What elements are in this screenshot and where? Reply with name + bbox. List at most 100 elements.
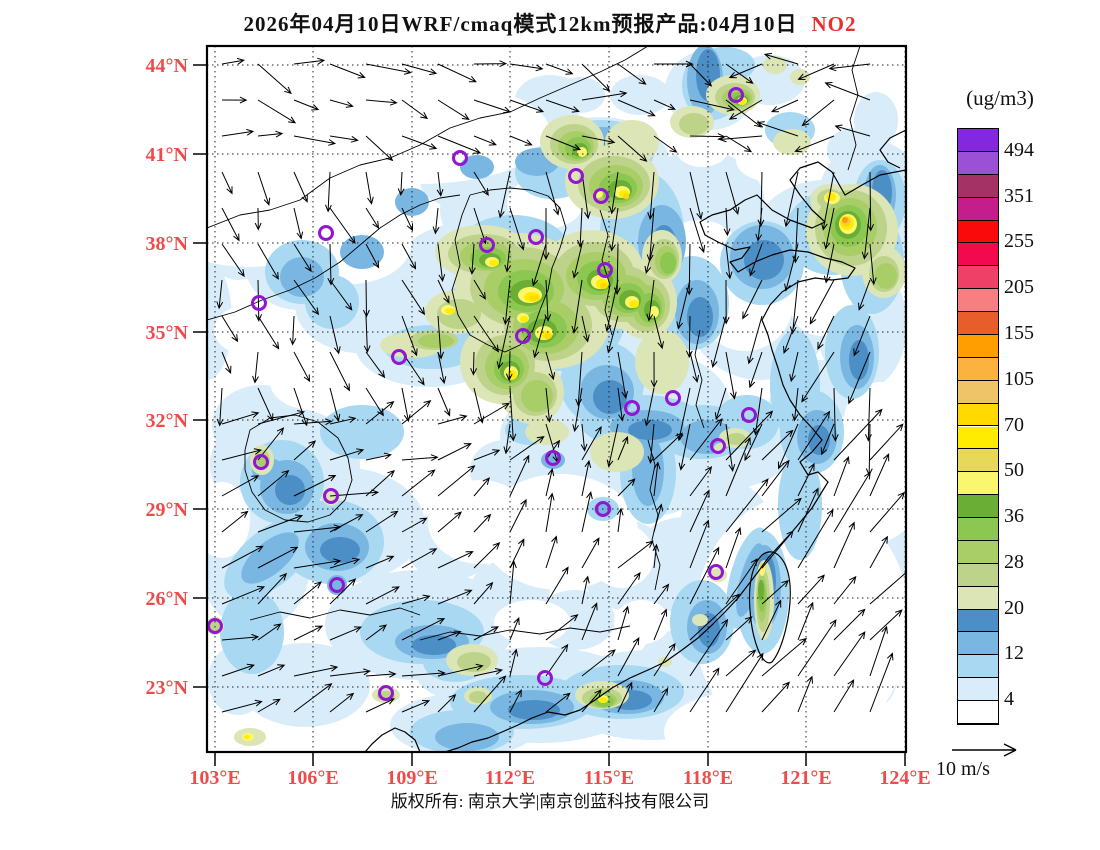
wind-arrow <box>653 642 676 677</box>
wind-arrow <box>869 571 906 605</box>
wind-arrow <box>509 207 525 251</box>
wind-arrow <box>581 90 628 101</box>
wind-arrow <box>289 315 297 346</box>
wind-arrow <box>725 436 751 497</box>
legend-value-label: 155 <box>1004 322 1034 344</box>
wind-arrow <box>755 207 763 242</box>
wind-arrow <box>473 626 500 641</box>
wind-arrow <box>432 207 440 235</box>
wind-arrow <box>833 455 850 497</box>
city-marker <box>665 390 681 406</box>
wind-arrow <box>689 546 720 605</box>
legend-segment <box>958 129 998 152</box>
wind-arrow <box>329 668 371 677</box>
contour-blob <box>676 133 728 167</box>
wind-arrow <box>504 243 512 273</box>
wind-arrow <box>542 208 550 261</box>
wind-arrow <box>216 279 224 310</box>
legend-segment <box>958 197 998 221</box>
contour-blob <box>555 77 605 113</box>
city-marker <box>568 168 584 184</box>
wind-arrow <box>756 121 799 137</box>
wind-arrow <box>609 207 619 252</box>
wind-arrow <box>833 608 866 641</box>
wind-arrow <box>257 469 290 497</box>
title-species-label: NO2 <box>811 12 857 36</box>
wind-arrow <box>216 387 224 427</box>
wind-arrow <box>293 351 311 383</box>
legend-value-label: 494 <box>1004 138 1034 161</box>
contour-blob <box>758 580 764 600</box>
wind-arrow <box>869 535 888 569</box>
wind-arrow <box>761 637 808 677</box>
wind-arrow <box>437 63 477 83</box>
wind-arrow <box>581 315 590 343</box>
wind-arrow <box>221 207 240 242</box>
contour-blob <box>445 308 455 314</box>
legend-segment <box>958 540 998 564</box>
wind-arrow <box>869 423 904 461</box>
wind-arrow <box>293 57 326 65</box>
contour-blob <box>520 316 528 322</box>
longitude-label: 112°E <box>485 767 535 789</box>
title-text: 2026年04月10日WRF/cmaq模式12km预报产品:04月10日 <box>243 12 798 36</box>
legend-value-label: 4 <box>1004 688 1014 711</box>
legend-segment <box>958 472 998 496</box>
contour-blob <box>418 334 454 348</box>
wind-arrow <box>580 423 588 452</box>
border-path <box>694 329 705 429</box>
legend-segment <box>958 380 998 404</box>
longitude-label: 103°E <box>189 767 240 789</box>
wind-arrow <box>797 508 834 569</box>
wind-arrow <box>502 279 511 326</box>
wind-arrow <box>365 452 392 461</box>
wind-arrow <box>797 601 814 641</box>
contour-blob <box>541 451 565 469</box>
wind-arrow <box>325 171 332 213</box>
wind-arrow <box>644 387 655 427</box>
legend-value-label: 20 <box>1004 596 1024 619</box>
wind-arrow <box>581 425 602 461</box>
wind-arrow <box>644 243 655 274</box>
wind-arrow <box>329 448 365 461</box>
wind-arrow <box>653 503 664 533</box>
wind-arrow <box>714 387 727 421</box>
contour-blob <box>635 330 689 394</box>
wind-arrow <box>689 418 723 461</box>
city-marker <box>710 438 726 454</box>
legend-segment <box>958 266 998 290</box>
latitude-label: 44°N <box>146 55 189 77</box>
wind-arrow <box>293 664 339 677</box>
contour-blob <box>623 193 629 199</box>
city-marker <box>329 577 345 593</box>
contour-blob <box>605 120 659 164</box>
wind-arrow <box>749 243 763 277</box>
wind-arrow <box>221 96 248 104</box>
wind-arrow <box>221 545 264 569</box>
contour-blob <box>241 532 299 584</box>
legend-segment <box>958 495 998 519</box>
wind-arrow <box>473 449 501 461</box>
city-marker <box>253 454 269 470</box>
wind-arrow <box>401 135 438 150</box>
coastlines <box>364 129 906 752</box>
wind-arrow <box>801 99 835 127</box>
wind-arrow <box>329 626 363 641</box>
contour-blob <box>340 235 384 269</box>
wind-arrow <box>689 466 713 497</box>
wind-arrow <box>833 521 855 569</box>
wind-arrow <box>293 99 320 111</box>
wind-arrow <box>255 279 263 322</box>
contour-blob <box>770 330 820 440</box>
wind-arrow <box>718 135 763 143</box>
wind-arrow <box>365 98 398 106</box>
wind-arrow <box>581 649 616 677</box>
wind-arrow <box>221 586 266 605</box>
contour-blob <box>844 382 906 458</box>
wind-arrow <box>728 99 763 120</box>
graticule-grid <box>207 46 906 752</box>
legend-segment <box>958 151 998 175</box>
wind-arrow <box>725 616 753 641</box>
city-marker <box>318 225 334 241</box>
wind-arrow <box>797 675 813 713</box>
